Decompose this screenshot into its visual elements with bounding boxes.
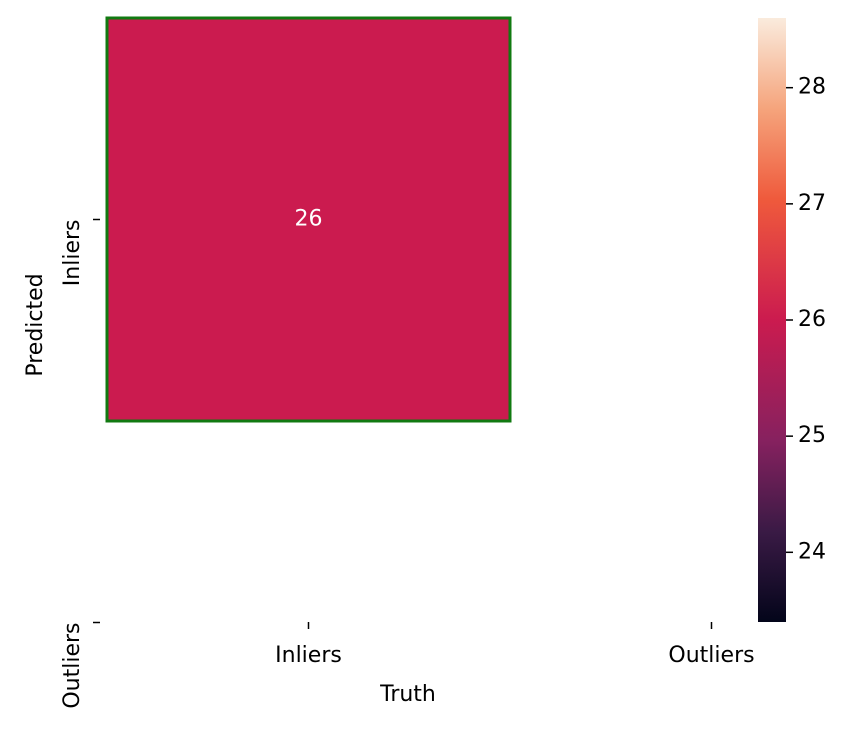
- y-axis-label: Predicted: [23, 273, 48, 376]
- colorbar: [758, 18, 786, 622]
- x-tick-label: Outliers: [668, 643, 754, 668]
- colorbar-tick-label: 24: [798, 539, 826, 564]
- colorbar-tick-label: 25: [798, 423, 826, 448]
- cell-value-label: 26: [295, 207, 323, 232]
- colorbar-tick-label: 26: [798, 307, 826, 332]
- y-tick-label: Inliers: [60, 220, 85, 287]
- y-tick-label: Outliers: [60, 623, 85, 709]
- colorbar-tick-label: 28: [798, 75, 826, 100]
- x-tick-label: Inliers: [275, 643, 342, 668]
- colorbar-tick-label: 27: [798, 191, 826, 216]
- heatmap-cell: [105, 16, 512, 423]
- x-axis-label: Truth: [379, 682, 436, 707]
